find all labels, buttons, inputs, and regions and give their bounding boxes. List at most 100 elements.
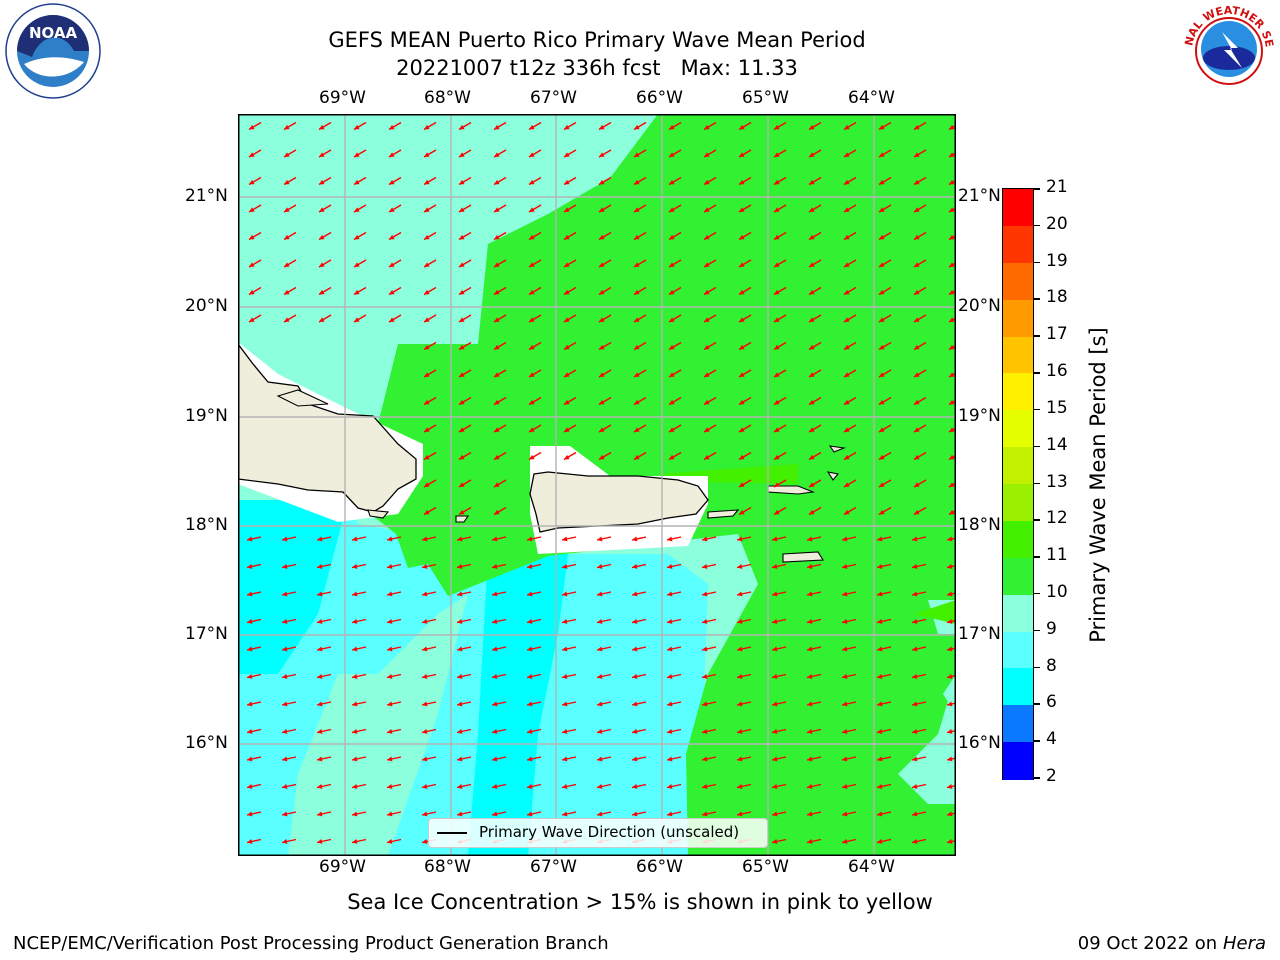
- wave-arrow-head: [424, 454, 430, 460]
- wave-arrow-head: [774, 234, 780, 240]
- wave-arrow-head: [422, 591, 428, 597]
- wave-arrow-head: [354, 262, 360, 267]
- max-value: Max: 11.33: [680, 56, 798, 80]
- wave-arrow-head: [562, 646, 568, 652]
- wave-arrow-head: [844, 399, 850, 405]
- wave-arrow-head: [704, 262, 710, 267]
- wave-arrow-head: [737, 756, 743, 762]
- wave-arrow-head: [949, 179, 955, 185]
- field-9-10-band-west: [288, 674, 378, 856]
- wave-arrow-head: [807, 839, 813, 844]
- wave-arrow-head: [669, 234, 675, 240]
- puerto-rico-land: [529, 471, 709, 533]
- wave-arrow-head: [702, 591, 708, 597]
- wave-arrow-head: [459, 152, 465, 157]
- wave-arrow-head: [844, 289, 850, 295]
- wave-arrow-head: [809, 152, 815, 157]
- wave-arrow-head: [877, 536, 883, 542]
- wave-arrow-head: [879, 399, 885, 405]
- wave-arrow-head: [529, 427, 535, 432]
- colorbar-swatch: [1003, 705, 1033, 744]
- wave-arrow-head: [387, 619, 393, 624]
- wave-arrow-head: [809, 289, 815, 295]
- wave-arrow-head: [914, 179, 920, 185]
- wave-arrow-head: [807, 619, 813, 624]
- wave-arrow-head: [739, 372, 745, 377]
- wave-arrow-head: [457, 701, 463, 707]
- wave-arrow-head: [879, 179, 885, 185]
- wave-arrow-head: [634, 262, 640, 267]
- wave-arrow-head: [284, 152, 290, 157]
- wave-arrow-head: [739, 509, 745, 515]
- colorbar-tick-mark: [1034, 445, 1040, 448]
- lon-label-bottom: 68°W: [424, 857, 471, 877]
- wave-arrow-head: [844, 124, 850, 130]
- wave-arrow-head: [354, 179, 360, 185]
- wave-arrow-head: [914, 234, 920, 240]
- wave-arrow-head: [424, 262, 430, 267]
- wave-arrow-head: [527, 646, 533, 652]
- wave-arrow-head: [947, 646, 953, 652]
- wave-arrow-head: [844, 234, 850, 240]
- wave-arrow-head: [317, 839, 323, 844]
- wave-arrow-head: [947, 674, 953, 679]
- colorbar-tick-label: 2: [1046, 766, 1057, 786]
- wave-arrow-head: [599, 399, 605, 405]
- wave-arrow-head: [282, 701, 288, 707]
- colorbar-tick-mark: [1034, 777, 1040, 779]
- colorbar-tick-label: 19: [1046, 250, 1068, 271]
- wave-arrow-head: [949, 399, 955, 405]
- wave-arrow-head: [844, 372, 850, 377]
- wave-arrow-head: [424, 207, 430, 212]
- wave-arrow-head: [459, 509, 465, 515]
- wave-arrow-head: [774, 289, 780, 295]
- wave-arrow-head: [529, 234, 535, 240]
- wave-arrow-head: [737, 811, 743, 817]
- wave-arrow-head: [667, 756, 673, 762]
- wave-arrow-head: [842, 646, 848, 652]
- wave-arrow-head: [877, 729, 883, 734]
- wave-arrow-head: [739, 427, 745, 432]
- svg-text:NOAA: NOAA: [29, 24, 78, 42]
- wave-arrow-head: [842, 784, 848, 789]
- wave-arrow-head: [597, 536, 603, 542]
- wave-arrow-head: [282, 729, 288, 734]
- wave-arrow-head: [632, 564, 638, 569]
- legend-label: Primary Wave Direction (unscaled): [479, 823, 740, 841]
- colorbar-ticks: 21 20 19 18 17 16 15 14 13 12 11 10 9 8 6 4 2: [1034, 177, 1094, 786]
- wave-arrow-head: [704, 317, 710, 322]
- wave-arrow-head: [457, 811, 463, 817]
- wave-arrow-head: [844, 454, 850, 460]
- wave-arrow-head: [914, 372, 920, 377]
- wave-arrow-head: [947, 536, 953, 542]
- wave-arrow-head: [632, 701, 638, 707]
- wave-arrow-head: [879, 372, 885, 377]
- island-mona: [455, 515, 470, 523]
- wave-arrow-head: [704, 372, 710, 377]
- wave-arrow-head: [527, 756, 533, 762]
- wave-arrow-head: [737, 564, 743, 569]
- wave-arrow-head: [949, 234, 955, 240]
- wave-arrow-head: [247, 784, 253, 789]
- wave-arrow-head: [457, 674, 463, 679]
- lat-label-right: 20°N: [958, 296, 1001, 316]
- wave-arrow-head: [494, 124, 500, 130]
- wave-arrow-head: [599, 179, 605, 185]
- wave-arrow-head: [737, 591, 743, 597]
- wave-arrow-head: [599, 262, 605, 267]
- wave-arrow-head: [249, 234, 255, 240]
- noaa-logo: NOAA: [4, 2, 102, 100]
- wave-arrow-head: [319, 179, 325, 185]
- lon-label-top: 67°W: [530, 88, 577, 108]
- wave-arrow-head: [424, 124, 430, 130]
- lat-label-right-clip: 20°N: [958, 296, 1002, 316]
- wave-arrow-head: [879, 482, 885, 487]
- wave-arrow-head: [879, 509, 885, 515]
- wave-arrow-head: [597, 784, 603, 789]
- wave-arrow-head: [459, 344, 465, 350]
- wave-arrow-head: [739, 454, 745, 460]
- map-subtitle: 20221007 t12z 336h fcst Max: 11.33: [0, 55, 1194, 81]
- wave-arrow-head: [247, 619, 253, 624]
- colorbar-swatch: [1003, 336, 1033, 375]
- wave-arrow-head: [947, 839, 953, 844]
